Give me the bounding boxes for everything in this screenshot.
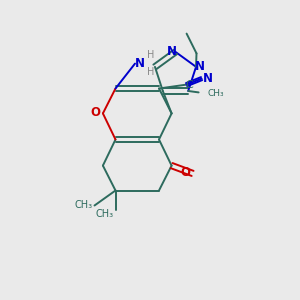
Text: O: O: [180, 166, 190, 179]
Text: O: O: [90, 106, 100, 119]
Text: N: N: [134, 56, 145, 70]
Text: N: N: [195, 60, 205, 73]
Text: H: H: [147, 50, 154, 60]
Text: N: N: [203, 71, 213, 85]
Text: CH₃: CH₃: [74, 200, 92, 211]
Text: C: C: [185, 80, 193, 90]
Text: CH₃: CH₃: [207, 89, 224, 98]
Text: H: H: [147, 67, 154, 77]
Text: CH₃: CH₃: [95, 208, 113, 219]
Text: N: N: [167, 45, 177, 58]
